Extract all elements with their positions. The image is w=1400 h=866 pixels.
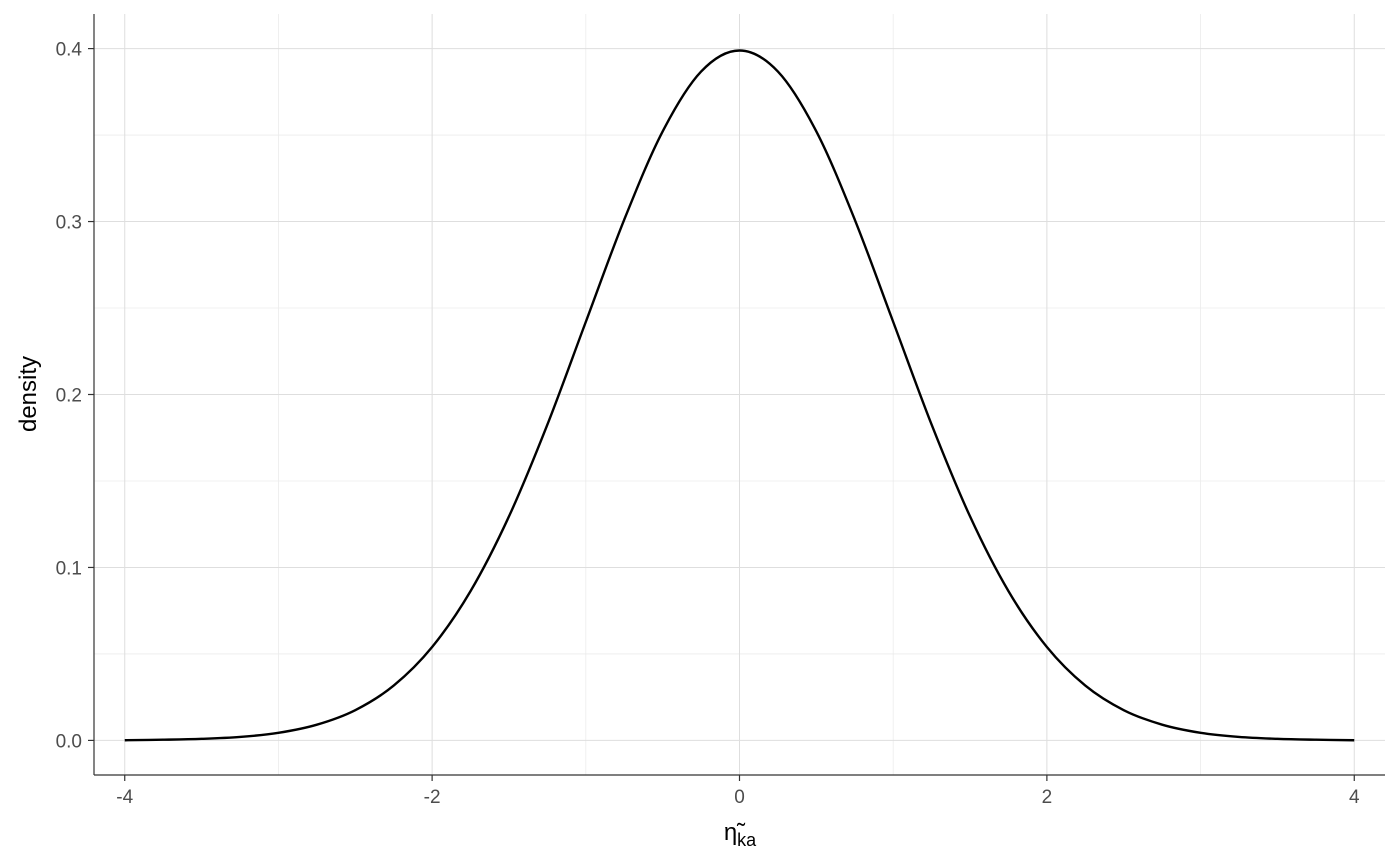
y-tick-label: 0.3 [56,213,82,234]
major-gridlines [94,14,1385,775]
x-axis-tick-labels: -4 -2 0 2 4 [116,787,1360,808]
y-axis-ticks [88,47,94,742]
x-tick-label: 2 [1042,787,1053,808]
x-axis-title: η̃ka [724,819,757,850]
y-tick-label: 0.4 [56,40,83,61]
series-layer [124,49,1355,742]
x-axis-ticks [124,775,1355,781]
density-curve [124,49,1355,742]
x-tick-label: 0 [734,787,745,808]
y-tick-label: 0.0 [56,731,82,752]
x-tick-label: 4 [1349,787,1360,808]
y-axis-tick-labels: 0.0 0.1 0.2 0.3 0.4 [56,40,83,753]
y-tick-label: 0.1 [56,558,82,579]
x-tick-label: -4 [116,787,133,808]
y-axis-title: density [15,356,42,432]
x-axis-title-subscript: ka [737,830,757,850]
x-tick-label: -2 [424,787,441,808]
y-tick-label: 0.2 [56,386,82,407]
